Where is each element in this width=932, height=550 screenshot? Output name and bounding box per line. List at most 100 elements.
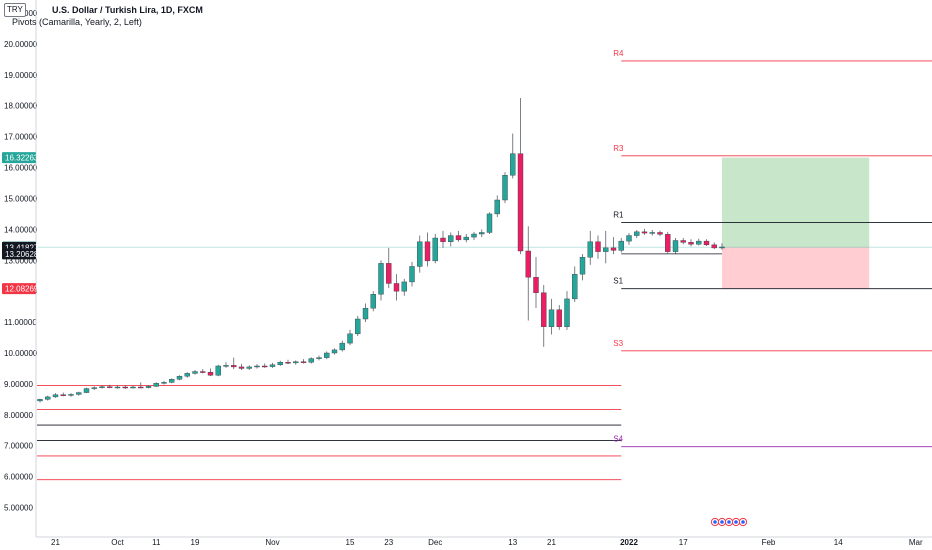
y-tick-label: 9.00000 (4, 380, 33, 389)
y-tick-label: 7.00000 (4, 442, 33, 451)
x-tick-label: Oct (111, 538, 124, 547)
candle-body-82 (672, 240, 679, 252)
candle-body-65 (541, 292, 547, 327)
price-label-3: 13.20628 (5, 250, 39, 259)
event-flag-dot-icon (734, 520, 738, 524)
pivot-label-s3: S3 (613, 339, 623, 348)
candle-body-83 (680, 240, 686, 243)
candle-body-47 (401, 281, 407, 292)
price-label-2: 13.41827 (5, 243, 39, 252)
y-tick-label: 8.00000 (4, 411, 33, 420)
event-flag-dot-icon (741, 520, 745, 524)
candle-body-76 (626, 235, 632, 242)
price-label-bg-3 (2, 248, 36, 260)
candle-body-26 (238, 366, 245, 369)
candle-body-40 (347, 333, 353, 344)
candle-body-27 (246, 366, 252, 369)
candle-body-34 (300, 361, 307, 363)
candle-body-70 (579, 256, 586, 275)
candle-body-39 (339, 342, 345, 351)
candle-body-80 (657, 232, 663, 235)
y-tick-label: 10.00000 (4, 349, 38, 358)
candle-body-85 (696, 240, 702, 245)
x-tick-label: 21 (547, 538, 556, 547)
candle-body-32 (285, 362, 291, 364)
candle-body-54 (455, 235, 462, 241)
candle-body-6 (83, 388, 90, 393)
event-flag-dot-icon (727, 520, 731, 524)
y-tick-label: 19.00000 (4, 71, 38, 80)
candle-body-24 (223, 365, 229, 367)
candle-body-63 (525, 250, 531, 278)
candle-body-11 (122, 386, 128, 389)
x-tick-label: 17 (679, 538, 688, 547)
price-label-bg-0 (2, 152, 36, 164)
price-label-4: 12.08269 (5, 285, 39, 294)
indicator-legend[interactable]: Pivots (Camarilla, Yearly, 2, Left) (12, 17, 142, 27)
candle-body-3 (60, 394, 66, 396)
candle-body-14 (145, 386, 152, 388)
candle-body-28 (254, 365, 260, 368)
candle-body-48 (409, 266, 415, 283)
candle-body-62 (517, 153, 524, 252)
y-tick-label: 17.00000 (4, 133, 38, 142)
candle-body-50 (424, 241, 431, 262)
price-label-0: 16.32263 (5, 154, 39, 163)
candle-body-31 (277, 362, 283, 365)
candle-body-20 (192, 371, 198, 374)
candle-body-5 (76, 392, 82, 395)
candle-body-7 (91, 387, 97, 389)
y-tick-label: 5.00000 (4, 504, 33, 513)
candle-body-75 (618, 240, 624, 251)
candle-body-73 (603, 247, 609, 252)
x-tick-label: 21 (51, 538, 60, 547)
candle-body-57 (479, 232, 485, 235)
pivot-label-s4: S4 (613, 435, 623, 444)
candle-body-9 (107, 386, 113, 388)
event-flag-dot-icon (720, 520, 724, 524)
candle-body-13 (138, 386, 144, 389)
x-tick-label: 14 (834, 538, 843, 547)
loss-zone (722, 247, 870, 289)
candle-body-49 (417, 241, 423, 267)
candle-body-17 (169, 379, 175, 383)
candle-body-2 (52, 394, 59, 398)
candle-body-36 (316, 357, 322, 359)
candle-body-81 (665, 234, 671, 252)
candle-body-45 (386, 263, 392, 284)
candle-body-61 (510, 153, 516, 176)
x-tick-label: 11 (152, 538, 161, 547)
candle-body-41 (355, 318, 361, 335)
candle-body-46 (393, 283, 400, 292)
candle-body-30 (269, 364, 276, 367)
x-tick-label: 13 (508, 538, 517, 547)
y-tick-label: 20.00000 (4, 40, 38, 49)
candle-body-78 (641, 231, 648, 234)
y-tick-label: 11.00000 (4, 318, 37, 327)
candle-body-10 (114, 386, 121, 389)
candle-body-16 (161, 382, 167, 384)
candle-body-38 (331, 349, 338, 354)
candle-body-23 (215, 365, 221, 376)
candle-body-43 (370, 294, 376, 309)
symbol-flag-icon[interactable]: TRY (4, 3, 26, 17)
pivot-label-s1: S1 (613, 277, 623, 286)
candle-body-72 (595, 241, 601, 252)
y-tick-label: 6.00000 (4, 473, 33, 482)
x-tick-label: 19 (191, 538, 200, 547)
x-tick-label: 23 (384, 538, 393, 547)
candle-body-21 (200, 371, 206, 373)
profit-zone (722, 157, 870, 248)
y-tick-label: 18.00000 (4, 102, 38, 111)
candle-body-35 (308, 358, 314, 363)
candle-body-4 (68, 394, 74, 396)
candle-body-44 (378, 263, 384, 295)
candle-body-87 (711, 244, 717, 249)
y-tick-label: 16.00000 (4, 164, 38, 173)
y-tick-label: 14.00000 (4, 225, 38, 234)
pivot-label-r4: R4 (613, 49, 624, 58)
candle-body-53 (448, 235, 454, 242)
y-tick-label: 15.00000 (4, 194, 38, 203)
